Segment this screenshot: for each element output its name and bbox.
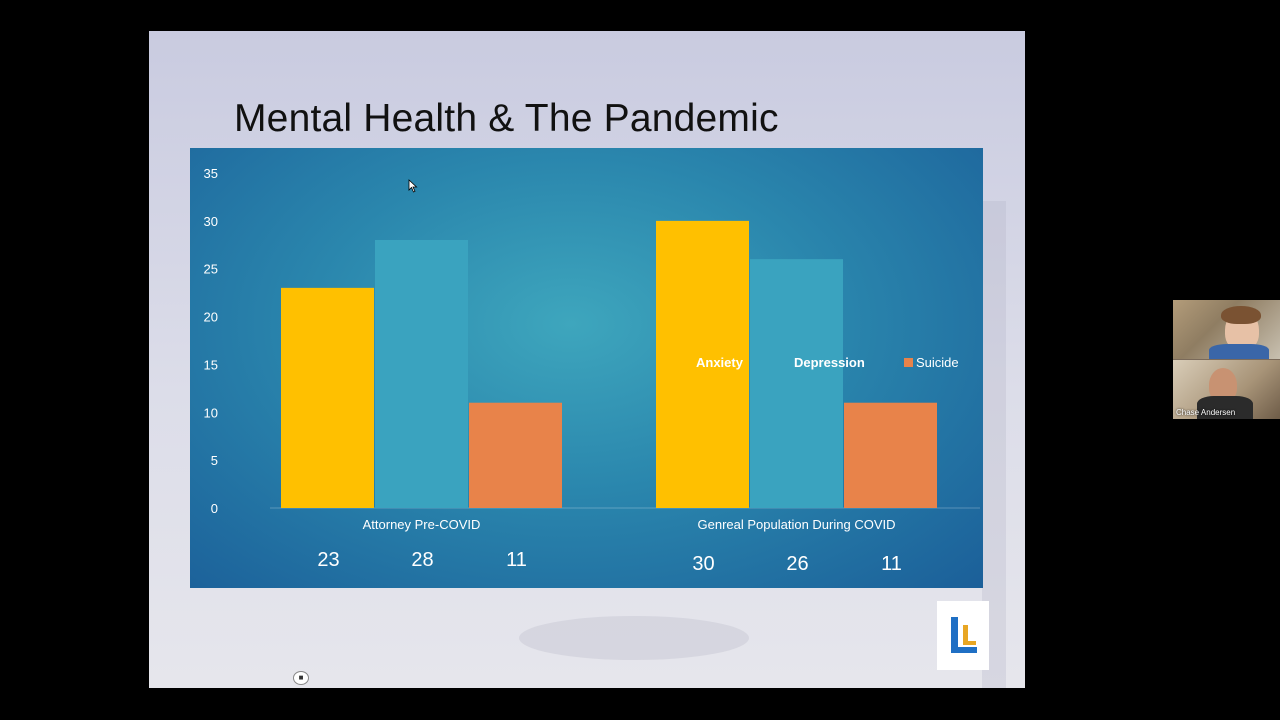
slide-title: Mental Health & The Pandemic [234, 97, 779, 140]
y-tick-label: 0 [211, 501, 218, 516]
y-tick-label: 25 [204, 262, 218, 277]
camera-icon[interactable]: ■ [293, 671, 309, 685]
legend-label: Depression [794, 355, 865, 370]
video-tile[interactable] [1173, 300, 1280, 359]
data-label: 11 [506, 549, 527, 571]
y-tick-label: 5 [211, 453, 218, 468]
legend-label: Suicide [916, 355, 959, 370]
legend-label: Anxiety [696, 355, 744, 370]
bar-depression [375, 240, 468, 508]
data-label: 26 [786, 553, 808, 575]
participant-shirt [1209, 344, 1269, 359]
ll-logo [937, 601, 989, 670]
background-shape [519, 616, 749, 660]
y-tick-label: 20 [204, 310, 218, 325]
participant-hair [1221, 306, 1261, 324]
bar-anxiety [656, 220, 749, 508]
data-label: 23 [317, 549, 339, 571]
data-label: 30 [692, 553, 714, 575]
presentation-slide: Mental Health & The Pandemic 0 5 10 15 20 25 3… [149, 31, 1025, 688]
y-tick-label: 35 [204, 166, 218, 181]
participant-shirt [1197, 396, 1253, 419]
bar-suicide [469, 402, 562, 508]
bar-suicide [844, 402, 937, 508]
chart-svg: 0 5 10 15 20 25 30 35 23 28 11 Attorney Pre-COVID 30… [204, 166, 980, 575]
data-label: 28 [411, 549, 433, 571]
participant-name: Chase Andersen [1176, 408, 1236, 417]
x-category-label: Attorney Pre-COVID [363, 517, 481, 532]
video-panel[interactable]: Chase Andersen [1173, 300, 1280, 419]
y-tick-label: 30 [204, 214, 218, 229]
data-label: 11 [881, 553, 902, 575]
bar-chart: 0 5 10 15 20 25 30 35 23 28 11 Attorney Pre-COVID 30… [190, 148, 983, 588]
y-tick-label: 15 [204, 357, 218, 372]
bar-anxiety [281, 287, 374, 508]
legend-swatch [904, 358, 913, 367]
bar-depression [750, 259, 843, 508]
x-category-label: Genreal Population During COVID [698, 517, 896, 532]
video-tile[interactable]: Chase Andersen [1173, 360, 1280, 419]
mouse-pointer-icon [408, 179, 418, 193]
y-tick-label: 10 [204, 405, 218, 420]
